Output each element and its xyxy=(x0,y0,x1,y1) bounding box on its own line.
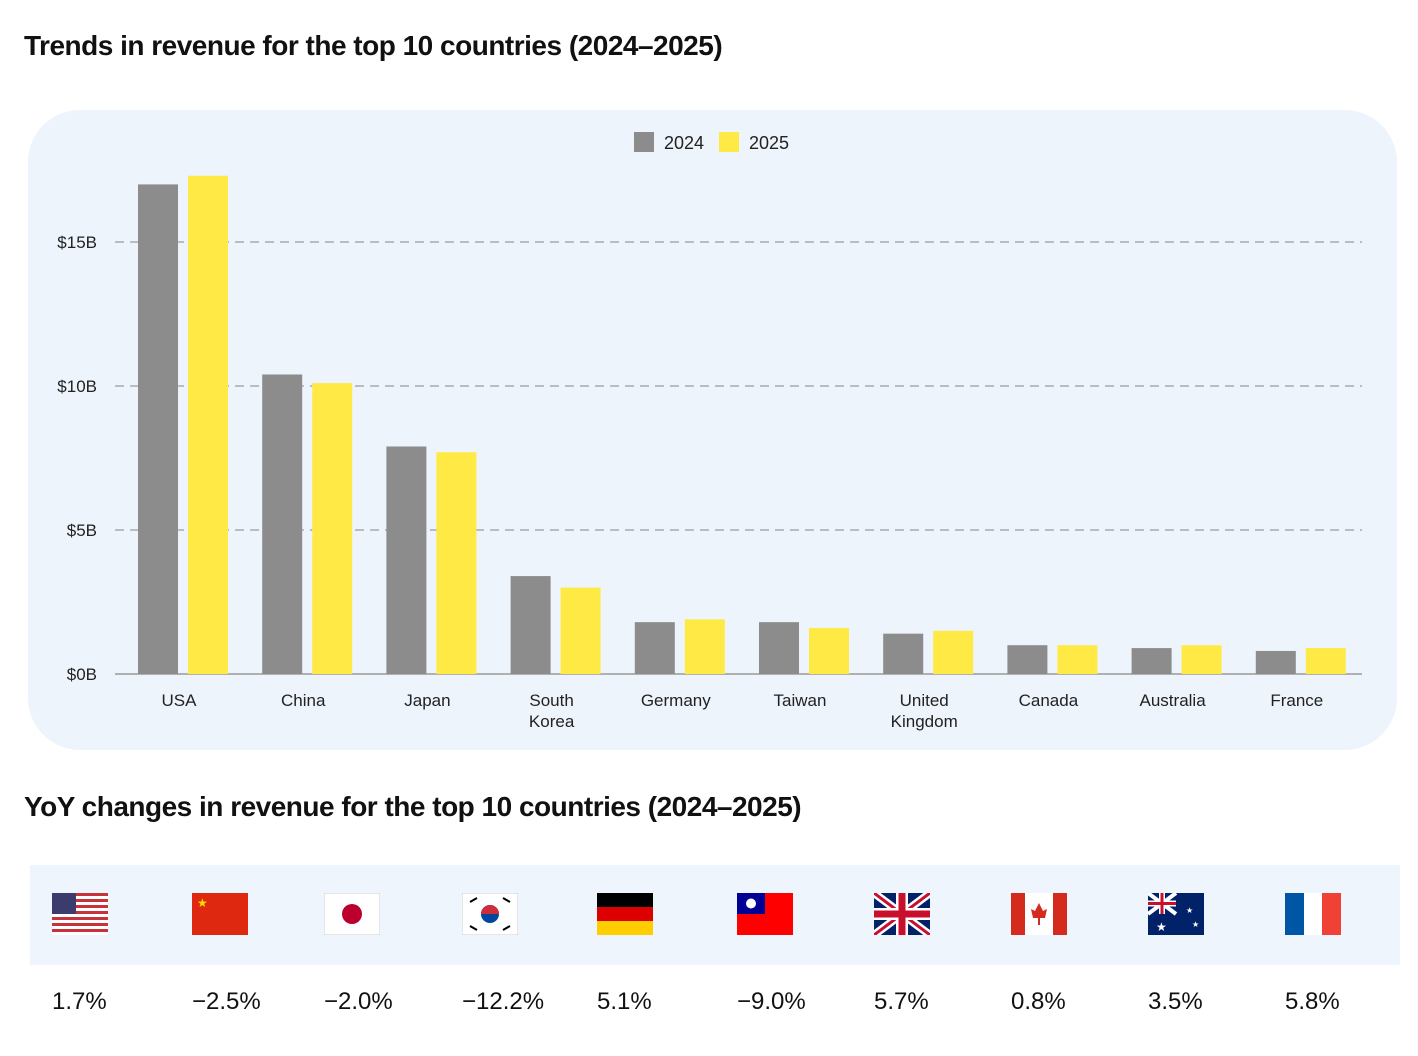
yoy-value: 5.7% xyxy=(874,988,929,1015)
cn-flag-icon: ★ xyxy=(192,893,248,935)
bar-2025 xyxy=(1305,648,1346,674)
x-tick-label: France xyxy=(1270,691,1323,710)
x-tick-label: USA xyxy=(162,691,198,710)
bar-2025 xyxy=(1057,645,1098,674)
bar-2024 xyxy=(759,622,799,674)
legend-swatch-2024 xyxy=(634,132,654,152)
legend-label: 2025 xyxy=(749,133,789,153)
svg-text:★: ★ xyxy=(1186,906,1193,915)
bar-2025 xyxy=(560,587,601,674)
bar-2024 xyxy=(1255,650,1296,674)
y-tick-label: $0B xyxy=(67,665,97,684)
yoy-value: −9.0% xyxy=(737,988,806,1015)
bar-2025 xyxy=(188,175,228,674)
de-flag-icon xyxy=(597,893,653,935)
yoy-value: 1.7% xyxy=(52,988,107,1015)
ca-flag-icon xyxy=(1011,893,1067,935)
bar-2025 xyxy=(809,627,849,674)
bar-2025 xyxy=(933,630,974,674)
bar-2024 xyxy=(386,446,427,674)
bar-2024 xyxy=(510,576,551,674)
svg-text:★: ★ xyxy=(1156,920,1167,934)
jp-flag-icon xyxy=(323,892,381,936)
x-tick-label: Canada xyxy=(1019,691,1079,710)
bar-2024 xyxy=(883,633,924,674)
yoy-value: 0.8% xyxy=(1011,988,1066,1015)
legend-label: 2024 xyxy=(664,133,704,153)
gb-flag-icon xyxy=(871,889,933,939)
legend-swatch-2025 xyxy=(719,132,739,152)
y-tick-label: $5B xyxy=(67,521,97,540)
bar-2024 xyxy=(634,622,675,674)
yoy-value: 3.5% xyxy=(1148,988,1203,1015)
x-tick-label: United Kingdom xyxy=(891,691,958,731)
chart-title: Trends in revenue for the top 10 countri… xyxy=(24,30,723,61)
svg-text:★: ★ xyxy=(1192,920,1199,929)
yoy-value: −2.0% xyxy=(324,988,393,1015)
bar-2025 xyxy=(312,383,353,674)
tw-flag-icon xyxy=(737,893,793,935)
fr-flag-icon xyxy=(1285,893,1341,935)
yoy-value: 5.8% xyxy=(1285,988,1340,1015)
bar-chart: $0B $5B $10B $15B USA China Japan South Korea Ger… xyxy=(57,132,1362,731)
yoy-value: −12.2% xyxy=(462,988,545,1015)
bar-2024 xyxy=(1007,645,1048,674)
bar-2024 xyxy=(138,184,178,674)
yoy-title: YoY changes in revenue for the top 10 co… xyxy=(24,791,802,822)
x-tick-label: Japan xyxy=(404,691,450,710)
x-tick-label: South Korea xyxy=(529,691,575,731)
kr-flag-icon xyxy=(461,892,519,936)
x-tick-label: Australia xyxy=(1140,691,1207,710)
yoy-value: −2.5% xyxy=(192,988,261,1015)
au-flag-icon: ★ ★ ★ xyxy=(1146,891,1204,935)
y-tick-label: $10B xyxy=(57,377,97,396)
svg-text:★: ★ xyxy=(197,896,208,910)
bar-2025 xyxy=(436,452,477,674)
us-flag-icon xyxy=(52,893,108,935)
x-tick-label: Germany xyxy=(641,691,711,710)
bar-2024 xyxy=(1131,648,1172,674)
bar-2025 xyxy=(684,619,725,674)
x-tick-label: Taiwan xyxy=(774,691,827,710)
y-tick-label: $15B xyxy=(57,233,97,252)
bar-2024 xyxy=(262,374,303,674)
bar-2025 xyxy=(1181,645,1222,674)
x-tick-label: China xyxy=(281,691,326,710)
yoy-value: 5.1% xyxy=(597,988,652,1015)
